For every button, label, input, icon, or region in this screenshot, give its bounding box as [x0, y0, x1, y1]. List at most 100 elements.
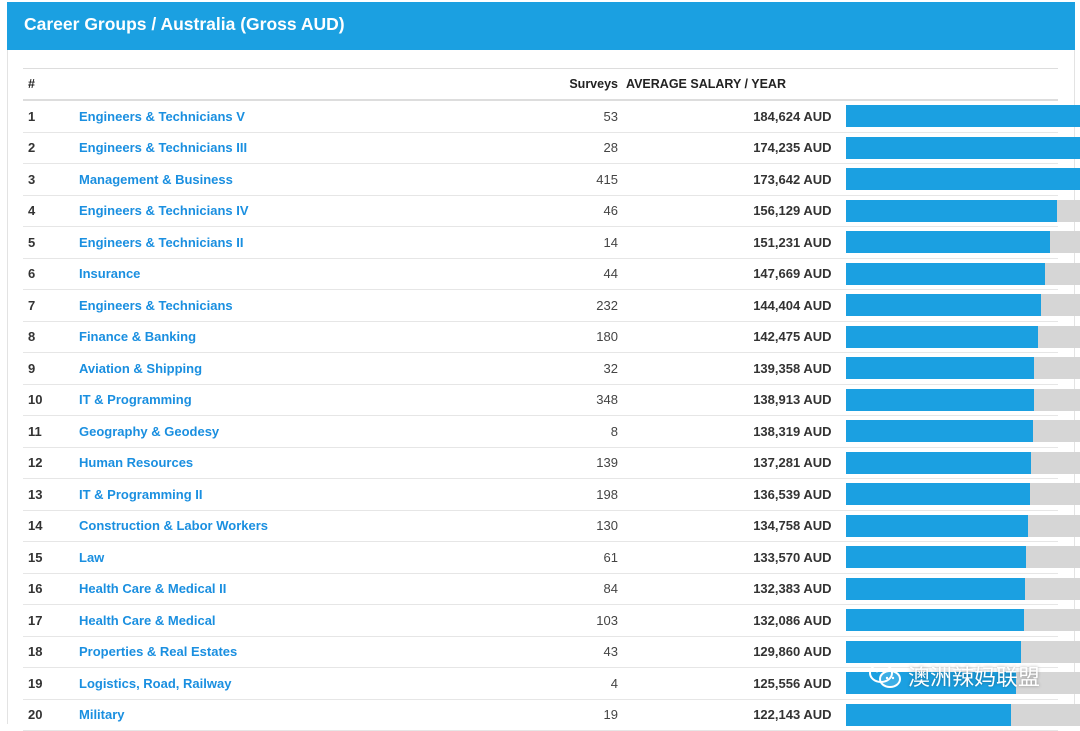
- career-group-link[interactable]: Health Care & Medical: [78, 613, 216, 628]
- salary-bar-track: [846, 294, 1080, 316]
- row-surveys: 4: [464, 668, 619, 700]
- row-name-cell: Finance & Banking: [78, 321, 464, 353]
- career-group-link[interactable]: Engineers & Technicians IV: [78, 203, 249, 218]
- row-rank: 2: [23, 132, 78, 164]
- row-rank: 12: [23, 447, 78, 479]
- salary-bar-track: [846, 389, 1080, 411]
- career-group-link[interactable]: Law: [78, 550, 104, 565]
- row-surveys: 43: [464, 636, 619, 668]
- row-name-cell: Human Resources: [78, 447, 464, 479]
- career-group-link[interactable]: Health Care & Medical II: [78, 581, 226, 596]
- salary-bar-fill: [846, 420, 1033, 442]
- row-salary: 147,669 AUD: [619, 258, 839, 290]
- row-salary: 184,624 AUD: [619, 100, 839, 132]
- row-name-cell: Engineers & Technicians IV: [78, 195, 464, 227]
- salary-bar-fill: [846, 609, 1025, 631]
- career-group-link[interactable]: Engineers & Technicians II: [78, 235, 243, 250]
- row-rank: 7: [23, 290, 78, 322]
- career-group-link[interactable]: Engineers & Technicians III: [78, 140, 247, 155]
- row-rank: 13: [23, 479, 78, 511]
- row-salary: 132,086 AUD: [619, 605, 839, 637]
- career-group-link[interactable]: IT & Programming II: [78, 487, 203, 502]
- row-surveys: 53: [464, 100, 619, 132]
- row-salary: 133,570 AUD: [619, 542, 839, 574]
- row-surveys: 198: [464, 479, 619, 511]
- salary-bar-fill: [846, 357, 1035, 379]
- career-group-link[interactable]: Construction & Labor Workers: [78, 518, 268, 533]
- row-bar-cell: [839, 100, 1059, 132]
- row-rank: 3: [23, 164, 78, 196]
- salary-bar-track: [846, 609, 1080, 631]
- salary-bar-fill: [846, 326, 1039, 348]
- salary-bar-fill: [846, 704, 1011, 726]
- row-bar-cell: [839, 416, 1059, 448]
- salary-bar-track: [846, 641, 1080, 663]
- row-bar-cell: [839, 132, 1059, 164]
- career-group-link[interactable]: Aviation & Shipping: [78, 361, 202, 376]
- salary-bar-track: [846, 137, 1080, 159]
- career-group-link[interactable]: Engineers & Technicians: [78, 298, 233, 313]
- salary-bar-fill: [846, 641, 1022, 663]
- career-group-link[interactable]: Management & Business: [78, 172, 233, 187]
- career-group-link[interactable]: Engineers & Technicians V: [78, 109, 245, 124]
- career-group-link[interactable]: Insurance: [78, 266, 140, 281]
- row-surveys: 19: [464, 699, 619, 731]
- row-salary: 132,383 AUD: [619, 573, 839, 605]
- salary-bar-fill: [846, 483, 1031, 505]
- salary-bar-fill: [846, 546, 1027, 568]
- row-name-cell: Engineers & Technicians V: [78, 100, 464, 132]
- col-rank-header: #: [23, 69, 78, 101]
- salary-bar-fill: [846, 137, 1080, 159]
- row-salary: 138,913 AUD: [619, 384, 839, 416]
- career-group-link[interactable]: Logistics, Road, Railway: [78, 676, 231, 691]
- row-name-cell: Management & Business: [78, 164, 464, 196]
- row-surveys: 8: [464, 416, 619, 448]
- salary-bar-track: [846, 704, 1080, 726]
- row-bar-cell: [839, 164, 1059, 196]
- career-group-link[interactable]: Finance & Banking: [78, 329, 196, 344]
- row-bar-cell: [839, 479, 1059, 511]
- career-group-link[interactable]: Human Resources: [78, 455, 193, 470]
- page-header: Career Groups / Australia (Gross AUD): [7, 2, 1075, 50]
- salary-bar-fill: [846, 578, 1025, 600]
- row-rank: 20: [23, 699, 78, 731]
- row-surveys: 180: [464, 321, 619, 353]
- row-salary: 173,642 AUD: [619, 164, 839, 196]
- row-rank: 14: [23, 510, 78, 542]
- row-rank: 16: [23, 573, 78, 605]
- col-surveys-header: Surveys: [464, 69, 619, 101]
- row-salary: 137,281 AUD: [619, 447, 839, 479]
- row-name-cell: IT & Programming II: [78, 479, 464, 511]
- career-group-link[interactable]: Properties & Real Estates: [78, 644, 237, 659]
- row-rank: 8: [23, 321, 78, 353]
- row-rank: 11: [23, 416, 78, 448]
- salary-bar-track: [846, 105, 1080, 127]
- row-salary: 129,860 AUD: [619, 636, 839, 668]
- row-name-cell: Health Care & Medical: [78, 605, 464, 637]
- row-name-cell: Geography & Geodesy: [78, 416, 464, 448]
- row-bar-cell: [839, 290, 1059, 322]
- row-surveys: 84: [464, 573, 619, 605]
- row-rank: 18: [23, 636, 78, 668]
- career-group-link[interactable]: IT & Programming: [78, 392, 192, 407]
- salary-bar-track: [846, 357, 1080, 379]
- row-bar-cell: [839, 227, 1059, 259]
- career-group-link[interactable]: Geography & Geodesy: [78, 424, 219, 439]
- row-salary: 138,319 AUD: [619, 416, 839, 448]
- row-bar-cell: [839, 636, 1059, 668]
- salary-bar-track: [846, 168, 1080, 190]
- career-group-link[interactable]: Military: [78, 707, 125, 722]
- row-rank: 9: [23, 353, 78, 385]
- salary-bar-fill: [846, 263, 1046, 285]
- row-name-cell: Insurance: [78, 258, 464, 290]
- row-name-cell: Engineers & Technicians III: [78, 132, 464, 164]
